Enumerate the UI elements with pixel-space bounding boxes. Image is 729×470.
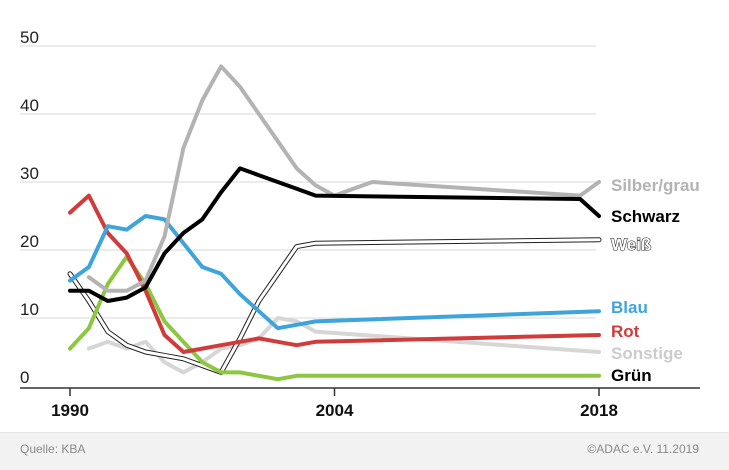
series-label-grn: Grün — [611, 366, 652, 385]
y-tick-label: 10 — [20, 300, 39, 319]
y-tick-label: 20 — [20, 232, 39, 251]
series-label-silbergrau: Silber/grau — [611, 176, 700, 195]
series-label-rot: Rot — [611, 322, 640, 341]
series-label-wei: Weiß — [611, 235, 651, 254]
y-tick-label: 40 — [20, 96, 39, 115]
footer: Quelle: KBA ©ADAC e.V. 11.2019 — [0, 432, 729, 470]
x-tick-label: 2004 — [316, 401, 354, 420]
y-tick-labels: 0 10 20 30 40 50 — [20, 28, 39, 387]
series-labels: Silber/grau Schwarz Weiß Blau Rot Sonstige Grü… — [610, 176, 700, 385]
y-tick-label: 50 — [20, 28, 39, 47]
series-line-wei — [68, 238, 601, 374]
source-note: Quelle: KBA — [20, 442, 86, 456]
grid-lines — [20, 45, 700, 389]
series-lines — [67, 64, 602, 382]
series-label-blau: Blau — [611, 298, 648, 317]
x-tick-label: 1990 — [51, 401, 89, 420]
series-line-blau — [68, 214, 601, 331]
series-line-schwarz — [68, 166, 601, 303]
series-line-grn — [68, 254, 601, 382]
x-tick-labels: 1990 2004 2018 — [51, 388, 618, 420]
series-label-schwarz: Schwarz — [611, 207, 680, 226]
y-tick-label: 0 — [20, 368, 29, 387]
x-tick-label: 2018 — [580, 401, 618, 420]
series-line-sonstige — [86, 316, 601, 375]
series-line-rot — [68, 193, 601, 354]
line-chart: 0 10 20 30 40 50 1990 2004 2018 Silber/grau Schw… — [20, 28, 700, 420]
copyright-note: ©ADAC e.V. 11.2019 — [587, 442, 699, 456]
series-label-sonstige: Sonstige — [611, 344, 683, 363]
series-line-silbergrau — [86, 64, 601, 293]
y-tick-label: 30 — [20, 164, 39, 183]
